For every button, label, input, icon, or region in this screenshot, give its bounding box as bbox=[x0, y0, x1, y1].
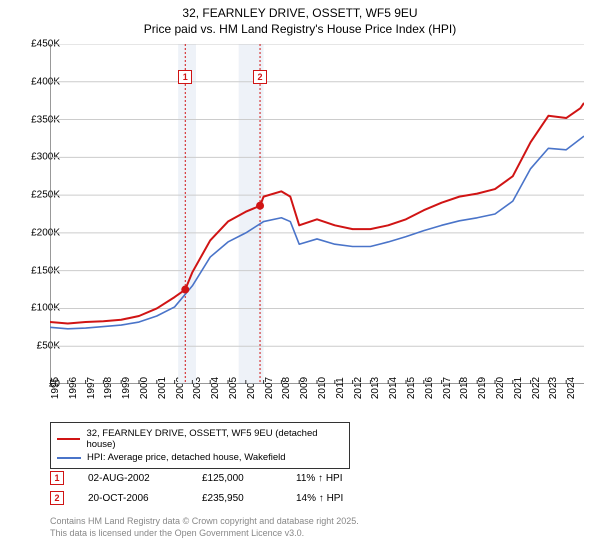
chart-plot-area bbox=[50, 44, 584, 384]
chart-svg bbox=[50, 44, 584, 384]
chart-marker-1: 1 bbox=[178, 70, 192, 84]
footer-line-2: This data is licensed under the Open Gov… bbox=[50, 528, 359, 540]
transaction-hpi-1: 11% ↑ HPI bbox=[296, 473, 376, 484]
transaction-date-2: 20-OCT-2006 bbox=[88, 493, 178, 504]
transaction-marker-2: 2 bbox=[50, 491, 64, 505]
transaction-hpi-2: 14% ↑ HPI bbox=[296, 493, 376, 504]
legend-swatch-2 bbox=[57, 457, 81, 459]
transaction-row-2: 2 20-OCT-2006 £235,950 14% ↑ HPI bbox=[50, 488, 376, 508]
footer-attribution: Contains HM Land Registry data © Crown c… bbox=[50, 516, 359, 539]
transaction-price-2: £235,950 bbox=[202, 493, 272, 504]
chart-marker-2: 2 bbox=[253, 70, 267, 84]
legend-item-2: HPI: Average price, detached house, Wake… bbox=[57, 451, 343, 464]
transaction-price-1: £125,000 bbox=[202, 473, 272, 484]
title-line-1: 32, FEARNLEY DRIVE, OSSETT, WF5 9EU bbox=[10, 6, 590, 22]
legend-label-2: HPI: Average price, detached house, Wake… bbox=[87, 452, 286, 463]
legend: 32, FEARNLEY DRIVE, OSSETT, WF5 9EU (det… bbox=[50, 422, 350, 469]
footer-line-1: Contains HM Land Registry data © Crown c… bbox=[50, 516, 359, 528]
legend-label-1: 32, FEARNLEY DRIVE, OSSETT, WF5 9EU (det… bbox=[86, 428, 343, 450]
chart-title: 32, FEARNLEY DRIVE, OSSETT, WF5 9EU Pric… bbox=[0, 0, 600, 39]
legend-swatch-1 bbox=[57, 438, 80, 440]
transaction-row-1: 1 02-AUG-2002 £125,000 11% ↑ HPI bbox=[50, 468, 376, 488]
transactions-table: 1 02-AUG-2002 £125,000 11% ↑ HPI 2 20-OC… bbox=[50, 468, 376, 508]
transaction-date-1: 02-AUG-2002 bbox=[88, 473, 178, 484]
transaction-marker-1: 1 bbox=[50, 471, 64, 485]
title-line-2: Price paid vs. HM Land Registry's House … bbox=[10, 22, 590, 38]
legend-item-1: 32, FEARNLEY DRIVE, OSSETT, WF5 9EU (det… bbox=[57, 427, 343, 451]
